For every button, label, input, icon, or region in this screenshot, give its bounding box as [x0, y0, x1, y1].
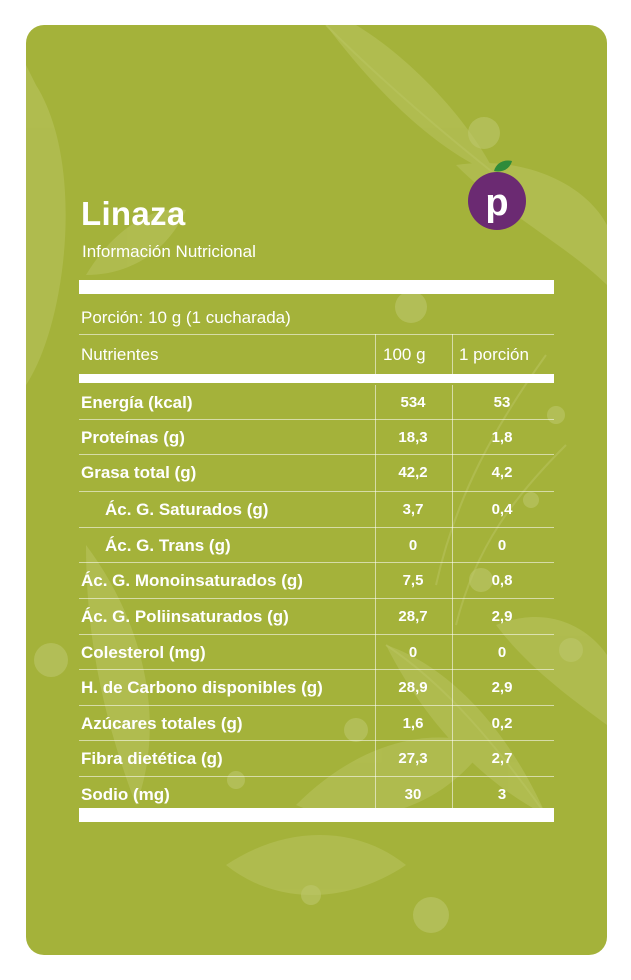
value-100g: 18,3	[398, 429, 428, 446]
value-portion: 0,2	[491, 715, 513, 732]
value-portion: 0,4	[491, 501, 513, 518]
row-divider	[79, 491, 554, 492]
table-row: Ác. G. Saturados (g) 3,7 0,4	[79, 492, 554, 527]
divider	[79, 334, 554, 335]
table-row: Ác. G. Trans (g) 0 0	[79, 528, 554, 563]
row-divider	[79, 527, 554, 528]
column-header-nutrient: Nutrientes	[81, 345, 159, 364]
leaf-background-decoration	[26, 25, 607, 933]
row-divider	[79, 776, 554, 777]
value-100g: 30	[404, 786, 422, 803]
row-divider	[79, 562, 554, 563]
value-portion: 53	[493, 394, 511, 411]
table-row: Ác. G. Monoinsaturados (g) 7,5 0,8	[79, 563, 554, 598]
row-divider	[79, 598, 554, 599]
value-portion: 0	[497, 644, 507, 661]
row-divider	[79, 705, 554, 706]
header-divider-bar	[79, 374, 554, 383]
table-row: Ác. G. Poliinsaturados (g) 28,7 2,9	[79, 599, 554, 634]
nutrient-name: Ác. G. Poliinsaturados (g)	[81, 607, 289, 626]
column-divider	[375, 334, 376, 374]
value-100g: 42,2	[398, 464, 428, 481]
table-row: Colesterol (mg) 0 0	[79, 635, 554, 670]
nutrient-name: Energía (kcal)	[81, 393, 193, 412]
value-100g: 0	[408, 644, 418, 661]
value-100g: 534	[400, 394, 426, 411]
column-divider	[452, 385, 453, 808]
row-divider	[79, 740, 554, 741]
portion-size: Porción: 10 g (1 cucharada)	[81, 308, 291, 327]
brand-logo-icon: p	[468, 160, 526, 230]
value-portion: 2,9	[491, 679, 513, 696]
row-divider	[79, 454, 554, 455]
nutrient-name: Colesterol (mg)	[81, 643, 206, 662]
value-portion: 2,9	[491, 608, 513, 625]
table-row: Grasa total (g) 42,2 4,2	[79, 455, 554, 490]
value-100g: 0	[408, 537, 418, 554]
table-row: Sodio (mg) 30 3	[79, 777, 554, 812]
table-row: Proteínas (g) 18,3 1,8	[79, 420, 554, 455]
value-portion: 2,7	[491, 750, 513, 767]
nutrient-name: Ác. G. Monoinsaturados (g)	[81, 571, 303, 590]
row-divider	[79, 634, 554, 635]
column-divider	[452, 334, 453, 374]
value-portion: 3	[497, 786, 507, 803]
value-100g: 28,7	[398, 608, 428, 625]
table-row: Energía (kcal) 534 53	[79, 385, 554, 420]
nutrient-name: H. de Carbono disponibles (g)	[81, 678, 323, 697]
value-portion: 1,8	[491, 429, 513, 446]
nutrient-name: Proteínas (g)	[81, 428, 185, 447]
value-100g: 7,5	[402, 572, 424, 589]
nutrient-name: Ác. G. Saturados (g)	[105, 500, 269, 519]
table-row: Fibra dietética (g) 27,3 2,7	[79, 741, 554, 776]
top-divider-bar	[79, 280, 554, 294]
value-100g: 28,9	[398, 679, 428, 696]
value-100g: 27,3	[398, 750, 428, 767]
nutrient-name: Sodio (mg)	[81, 785, 170, 804]
column-divider	[375, 385, 376, 808]
column-header-100g: 100 g	[383, 345, 426, 364]
value-portion: 0	[497, 537, 507, 554]
product-title: Linaza	[81, 195, 186, 232]
nutrient-name: Fibra dietética (g)	[81, 749, 223, 768]
row-divider	[79, 669, 554, 670]
table-row: Azúcares totales (g) 1,6 0,2	[79, 706, 554, 741]
logo-letter: p	[485, 182, 508, 224]
table-row: H. de Carbono disponibles (g) 28,9 2,9	[79, 670, 554, 705]
page-subtitle: Información Nutricional	[82, 242, 256, 261]
value-100g: 1,6	[402, 715, 424, 732]
nutrition-card: Linaza Información Nutricional p Porción…	[26, 25, 607, 955]
row-divider	[79, 419, 554, 420]
bottom-divider-bar	[79, 808, 554, 822]
value-100g: 3,7	[402, 501, 424, 518]
nutrient-name: Grasa total (g)	[81, 463, 197, 482]
value-portion: 0,8	[491, 572, 513, 589]
nutrient-name: Ác. G. Trans (g)	[105, 536, 231, 555]
column-header-portion: 1 porción	[459, 345, 529, 364]
value-portion: 4,2	[491, 464, 513, 481]
nutrient-name: Azúcares totales (g)	[81, 714, 243, 733]
